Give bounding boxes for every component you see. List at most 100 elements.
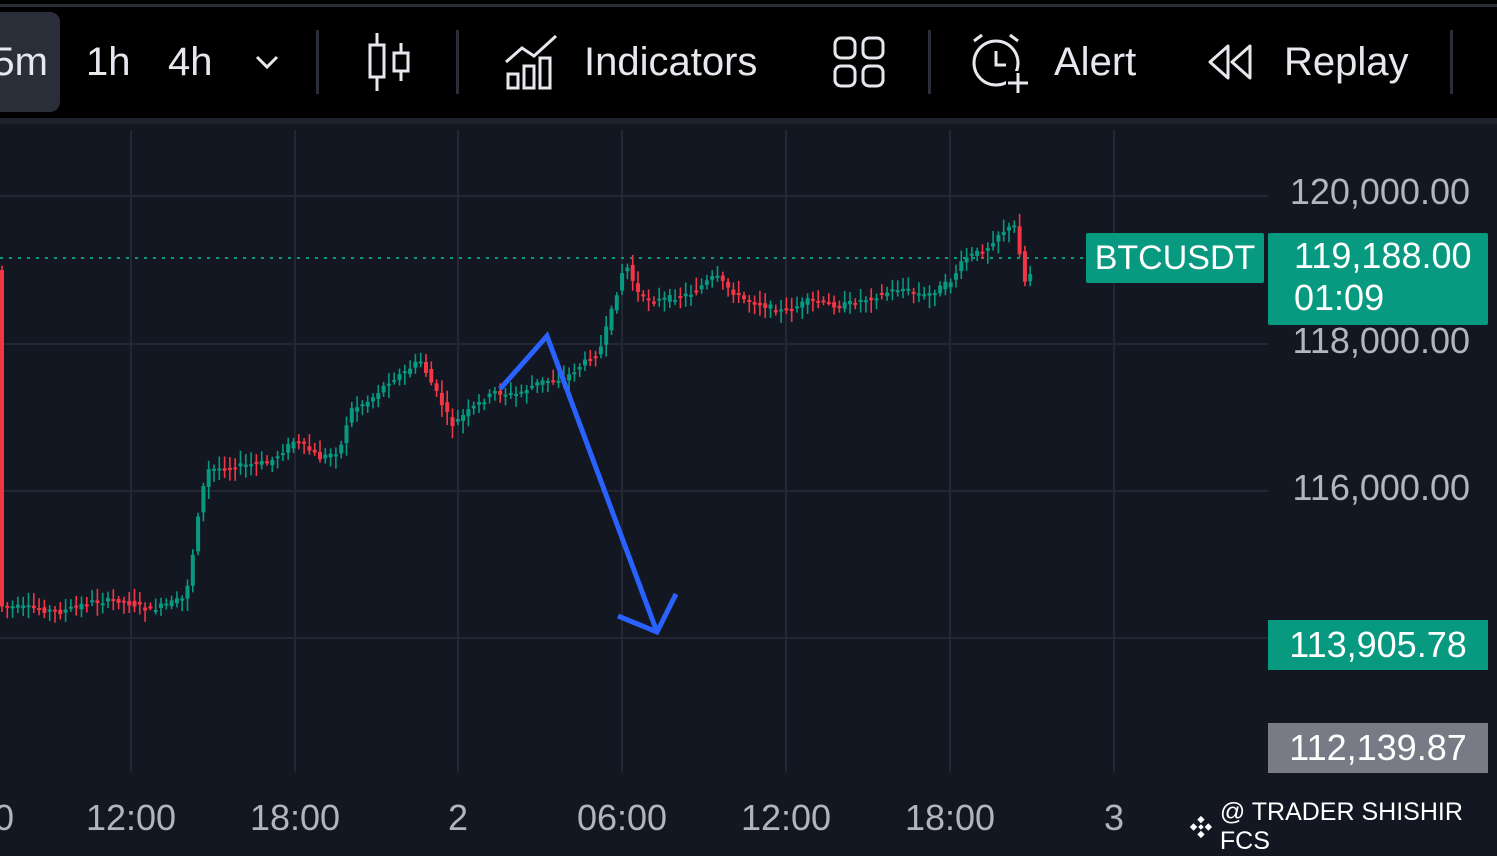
candle-body <box>121 600 126 603</box>
candle-body <box>954 273 958 280</box>
candle-body <box>588 359 593 362</box>
candle <box>683 282 688 307</box>
candle-body <box>5 605 10 608</box>
candle-body <box>985 247 990 251</box>
candle <box>111 589 116 611</box>
candle <box>58 602 63 620</box>
candle-body <box>530 385 534 388</box>
candle-body <box>1012 225 1017 228</box>
candle <box>837 300 842 313</box>
candle <box>318 440 322 463</box>
indicators-button[interactable]: Indicators <box>502 12 757 112</box>
candle-body <box>763 303 768 308</box>
candle-body <box>106 597 110 602</box>
candle-body <box>651 301 656 304</box>
candle-body <box>519 391 524 394</box>
candle-body <box>1028 274 1033 282</box>
candle <box>127 592 132 613</box>
candle <box>763 293 768 318</box>
candle <box>307 434 312 455</box>
time-axis-label: 3 <box>1104 797 1124 838</box>
candle <box>784 297 789 314</box>
candle-body <box>397 374 402 381</box>
candle-body <box>545 381 550 384</box>
candle <box>980 244 985 259</box>
chart-type-button[interactable] <box>364 12 414 112</box>
candle <box>625 263 630 280</box>
candle-body <box>31 605 36 609</box>
watermark: @ TRADER SHISHIR FCS <box>1188 798 1497 856</box>
candle-body <box>95 600 100 604</box>
candle <box>667 288 672 308</box>
candle <box>508 382 513 399</box>
candle-body <box>482 402 487 405</box>
candle <box>196 512 201 556</box>
candle <box>895 280 900 297</box>
candle-body <box>190 554 195 586</box>
alert-button[interactable]: Alert <box>968 12 1136 112</box>
candle-body <box>180 598 185 601</box>
interval-dropdown-button[interactable] <box>252 12 282 112</box>
candle-body <box>614 295 619 311</box>
candle-body <box>742 295 746 300</box>
candle <box>439 380 444 417</box>
candle-body <box>784 308 789 311</box>
candle-body <box>752 302 757 305</box>
candle <box>434 379 439 397</box>
drawn-arrow-path[interactable] <box>498 331 660 633</box>
interval-4h-button[interactable]: 4h <box>168 12 213 112</box>
interval-1h-button[interactable]: 1h <box>86 12 131 112</box>
candle-body <box>450 417 455 427</box>
candle <box>694 277 699 296</box>
candle-body <box>222 468 227 471</box>
candle-body <box>137 601 142 605</box>
replay-label: Replay <box>1284 39 1409 84</box>
candle <box>779 299 784 323</box>
candle-body <box>58 609 63 615</box>
candle-body <box>948 282 953 288</box>
candle-body <box>461 414 466 421</box>
candle-body <box>630 264 635 281</box>
candle-body <box>360 404 365 407</box>
candle-body <box>736 292 741 295</box>
toolbar-separator <box>456 30 459 94</box>
candle <box>95 588 100 616</box>
candle-body <box>959 261 964 272</box>
alert-label: Alert <box>1054 39 1137 84</box>
candle-body <box>333 454 338 457</box>
candle <box>530 375 534 391</box>
bar-countdown: 01:09 <box>1294 277 1385 318</box>
grid-layout-icon <box>833 36 885 88</box>
candle-body <box>964 257 969 263</box>
price-chart[interactable]: 120,000.00 118,000.00 116,000.00 0 12:00… <box>0 124 1497 841</box>
candle <box>540 377 545 393</box>
candle <box>68 599 73 612</box>
toolbar-top-border <box>0 4 1497 7</box>
replay-button[interactable]: Replay <box>1206 12 1409 112</box>
time-axis-label: 06:00 <box>577 797 667 838</box>
drawn-arrow-head[interactable] <box>617 592 679 636</box>
indicators-label: Indicators <box>584 39 758 84</box>
candle-body <box>477 402 481 405</box>
candle-body <box>68 606 73 609</box>
candle-body <box>355 407 360 412</box>
candlestick-series <box>0 213 1033 623</box>
candle-body <box>800 301 805 308</box>
interval-5m-button[interactable]: 5m <box>0 12 60 112</box>
candle <box>132 588 137 613</box>
candle <box>159 597 163 616</box>
candle-body <box>270 460 275 466</box>
candle-body <box>863 300 868 303</box>
candle <box>816 290 821 309</box>
candle <box>212 464 216 483</box>
candle-body <box>991 243 996 247</box>
layouts-button[interactable] <box>832 12 886 112</box>
candle-body <box>227 467 232 470</box>
candle <box>291 437 296 453</box>
candle-body <box>980 251 985 254</box>
candle <box>79 596 84 618</box>
candle <box>222 456 227 478</box>
candle <box>731 282 736 303</box>
candle <box>84 596 89 613</box>
candle-body <box>683 293 688 297</box>
